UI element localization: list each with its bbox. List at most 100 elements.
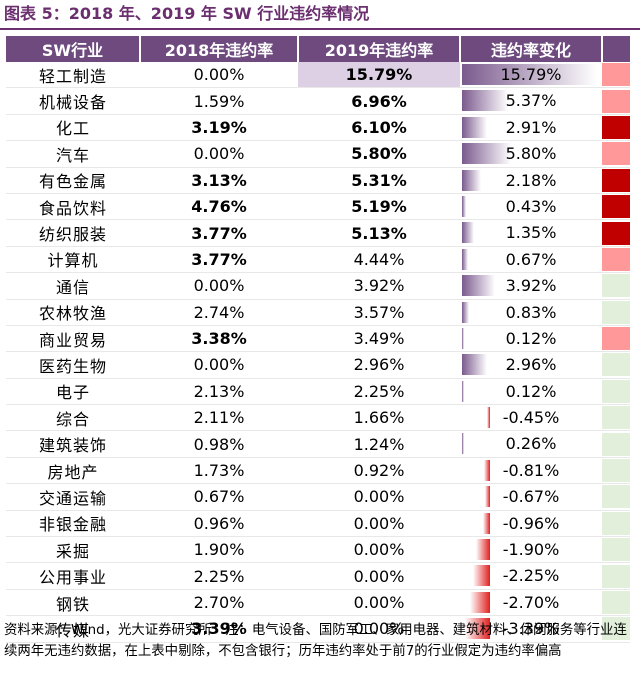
rate-change-value: 0.26% — [505, 434, 557, 454]
page-title: 图表 5：2018 年、2019 年 SW 行业违约率情况 — [4, 4, 370, 23]
data-bar — [462, 301, 470, 323]
flag-cell — [602, 431, 630, 457]
rate-2019-cell: 6.10% — [351, 117, 407, 137]
flag-cell — [602, 563, 630, 589]
rate-change-cell: 0.26% — [460, 431, 602, 457]
rate-2019-cell: 3.49% — [353, 329, 405, 349]
flag-indicator — [602, 432, 630, 456]
data-bar — [462, 275, 496, 297]
rate-change-value: 0.83% — [505, 302, 557, 322]
rate-2019-cell: 0.00% — [353, 566, 405, 586]
flag-indicator — [602, 591, 630, 614]
industry-cell: 商业贸易 — [38, 330, 107, 350]
flag-indicator — [602, 63, 630, 87]
source-notes: 资料来源：Wind，光大证券研究所 注：电气设备、国防军工、家用电器、建筑材料、… — [4, 623, 627, 659]
table-row: 医药生物 0.00% 2.96% 2.96% — [6, 352, 630, 379]
industry-cell: 医药生物 — [38, 356, 107, 376]
rate-change-cell: 0.67% — [460, 246, 602, 272]
rate-2018-cell: 3.39% — [191, 619, 247, 639]
table-row: 传媒 3.39% 0.00% -3.39% — [6, 616, 630, 643]
rate-2019-cell: 0.00% — [353, 487, 405, 507]
industry-cell: 食品饮料 — [38, 198, 107, 218]
flag-cell — [602, 589, 630, 615]
rate-2018-cell: 0.98% — [193, 434, 245, 454]
industry-cell: 非银金融 — [38, 515, 107, 535]
flag-cell — [602, 616, 630, 642]
table-row: 食品饮料 4.76% 5.19% 0.43% — [6, 193, 630, 220]
data-bar — [462, 90, 508, 112]
rate-change-value: -0.81% — [502, 460, 560, 480]
data-bar — [475, 539, 490, 561]
rate-change-cell: 3.92% — [460, 273, 602, 299]
rate-2019-cell: 1.24% — [353, 434, 405, 454]
rate-change-value: 2.91% — [505, 117, 557, 137]
flag-indicator — [602, 617, 630, 641]
flag-cell — [602, 141, 630, 167]
flag-indicator — [602, 142, 630, 166]
industry-cell: 综合 — [55, 409, 90, 429]
rate-change-value: 3.92% — [505, 276, 557, 296]
flag-cell — [602, 325, 630, 351]
table-header-row: SW行业 2018年违约率 2019年违约率 违约率变化 — [6, 36, 630, 62]
rate-change-cell: -1.90% — [460, 537, 602, 563]
rate-change-cell: -3.39% — [460, 616, 602, 642]
rate-change-cell: 0.43% — [460, 193, 602, 219]
flag-indicator — [602, 89, 630, 113]
rate-2019-cell: 2.25% — [353, 381, 405, 401]
table-row: 公用事业 2.25% 0.00% -2.25% — [6, 563, 630, 590]
rate-change-cell: -0.81% — [460, 457, 602, 483]
table-row: 综合 2.11% 1.66% -0.45% — [6, 405, 630, 431]
header-2018-rate: 2018年违约率 — [140, 36, 299, 62]
flag-cell — [602, 167, 630, 193]
rate-change-value: 0.12% — [505, 328, 557, 348]
rate-change-value: 2.96% — [505, 355, 557, 375]
table-row: 钢铁 2.70% 0.00% -2.70% — [6, 589, 630, 616]
industry-cell: 采掘 — [55, 541, 90, 561]
data-bar — [462, 195, 466, 217]
rate-2018-cell: 2.13% — [193, 381, 245, 401]
data-bar — [486, 407, 490, 429]
flag-cell — [602, 352, 630, 378]
table-row: 农林牧渔 2.74% 3.57% 0.83% — [6, 299, 630, 326]
rate-change-cell: 2.91% — [460, 114, 602, 140]
industry-cell: 农林牧渔 — [38, 304, 107, 324]
data-bar — [462, 380, 464, 402]
rate-2018-cell: 3.19% — [191, 117, 247, 137]
data-bar — [462, 327, 464, 349]
industry-cell: 交通运输 — [38, 488, 107, 508]
industry-cell: 电子 — [55, 383, 90, 403]
rate-change-cell: 1.35% — [460, 220, 602, 246]
rate-change-cell: -0.45% — [460, 405, 602, 431]
data-bar — [462, 116, 487, 138]
rate-2019-cell: 2.96% — [353, 355, 405, 375]
industry-cell: 轻工制造 — [38, 66, 107, 86]
table-row: 采掘 1.90% 0.00% -1.90% — [6, 537, 630, 563]
rate-change-cell: 5.80% — [460, 141, 602, 167]
flag-cell — [602, 299, 630, 325]
table-row: 电子 2.13% 2.25% 0.12% — [6, 378, 630, 405]
rate-2019-cell: 15.79% — [298, 62, 460, 88]
rate-2019-cell: 6.96% — [351, 91, 407, 111]
rate-2018-cell: 2.74% — [193, 302, 245, 322]
flag-cell — [602, 114, 630, 140]
rate-change-value: -1.90% — [502, 540, 560, 560]
rate-change-value: -0.45% — [502, 408, 560, 428]
rate-2018-cell: 0.00% — [193, 276, 245, 296]
rate-2018-cell: 2.25% — [193, 566, 245, 586]
table-row: 非银金融 0.96% 0.00% -0.96% — [6, 510, 630, 537]
flag-indicator — [602, 327, 630, 351]
flag-cell — [602, 88, 630, 114]
industry-cell: 房地产 — [47, 462, 99, 482]
flag-indicator — [602, 485, 630, 509]
rate-change-cell: 2.18% — [460, 167, 602, 193]
flag-indicator — [602, 564, 630, 588]
rate-change-value: 15.79% — [500, 65, 562, 84]
flag-cell — [602, 484, 630, 510]
flag-indicator — [602, 168, 630, 192]
rate-2018-cell: 4.76% — [191, 197, 247, 217]
data-bar — [483, 459, 490, 481]
flag-cell — [602, 273, 630, 299]
rate-2018-cell: 1.73% — [193, 461, 245, 481]
table-row: 轻工制造 0.00% 15.79% 15.79% — [6, 62, 630, 88]
rate-change-cell: 0.83% — [460, 299, 602, 325]
